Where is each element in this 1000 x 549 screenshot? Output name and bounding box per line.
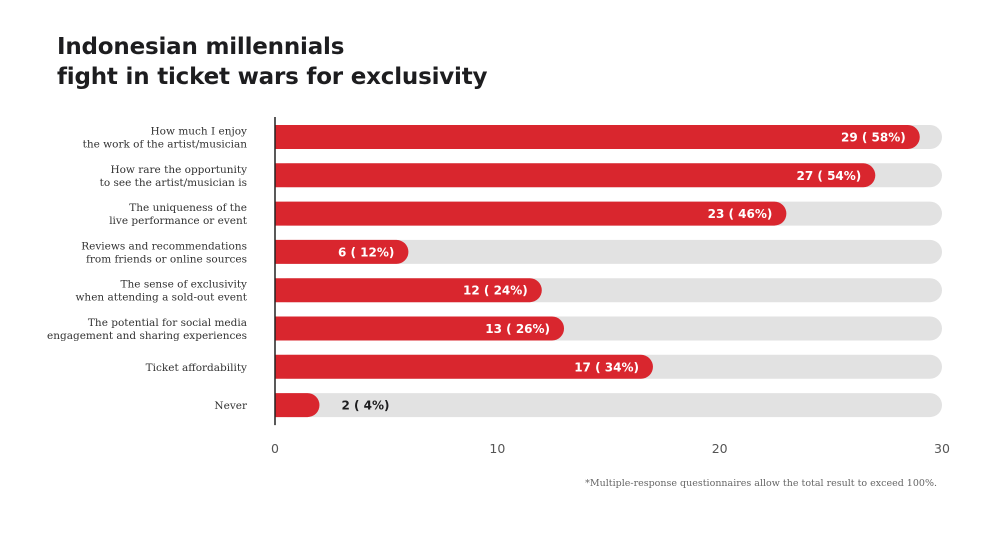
bar bbox=[275, 278, 542, 303]
x-tick-label: 0 bbox=[271, 441, 279, 456]
chart-title-line-2: fight in ticket wars for exclusivity bbox=[57, 64, 488, 90]
bar bbox=[275, 316, 565, 341]
chart-title: Indonesian millennials fight in ticket w… bbox=[57, 32, 488, 92]
category-label: The sense of exclusivity bbox=[121, 279, 248, 291]
bar bbox=[275, 393, 320, 418]
category-label: Ticket affordability bbox=[146, 362, 247, 374]
category-label: to see the artist/musician is bbox=[100, 177, 247, 189]
category-label: the work of the artist/musician bbox=[83, 139, 248, 151]
data-label: 12 ( 24%) bbox=[463, 284, 528, 298]
category-label: when attending a sold-out event bbox=[75, 292, 247, 304]
bar bbox=[275, 239, 409, 264]
category-label: The potential for social media bbox=[88, 317, 247, 329]
data-label: 6 ( 12%) bbox=[338, 245, 394, 259]
footnote: *Multiple-response questionnaires allow … bbox=[585, 478, 937, 489]
chart-title-line-1: Indonesian millennials bbox=[57, 34, 345, 60]
bar-track bbox=[275, 393, 942, 418]
bar-track bbox=[275, 239, 942, 264]
x-tick-label: 20 bbox=[712, 441, 728, 456]
category-label: Reviews and recommendations bbox=[81, 240, 247, 252]
data-label: 13 ( 26%) bbox=[485, 322, 550, 336]
category-label: from friends or online sources bbox=[86, 253, 247, 265]
data-label: 29 ( 58%) bbox=[841, 131, 906, 145]
data-label: 2 ( 4%) bbox=[341, 399, 389, 413]
category-label: The uniqueness of the bbox=[129, 202, 247, 214]
category-label: How much I enjoy bbox=[151, 126, 248, 138]
bar bbox=[275, 354, 653, 379]
x-tick-label: 10 bbox=[489, 441, 505, 456]
data-label: 23 ( 46%) bbox=[708, 207, 773, 221]
bar bbox=[275, 163, 876, 188]
bar bbox=[275, 125, 920, 149]
category-label: engagement and sharing experiences bbox=[47, 330, 247, 342]
data-label: 27 ( 54%) bbox=[797, 169, 862, 183]
x-tick-label: 30 bbox=[934, 441, 950, 456]
category-label: Never bbox=[214, 400, 248, 412]
category-label: How rare the opportunity bbox=[110, 164, 247, 176]
data-label: 17 ( 34%) bbox=[574, 360, 639, 374]
bar bbox=[275, 201, 787, 226]
category-label: live performance or event bbox=[109, 215, 248, 227]
